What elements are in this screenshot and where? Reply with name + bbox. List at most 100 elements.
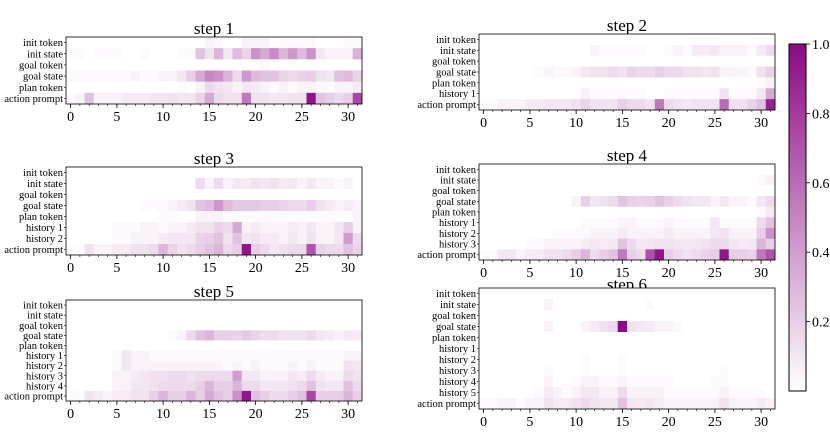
panel-frame (478, 163, 776, 261)
heatmap-cell (149, 167, 159, 179)
heatmap-cell (186, 37, 196, 49)
heatmap-cell (543, 387, 554, 399)
heatmap-cell (488, 398, 498, 410)
heatmap-cell (599, 288, 609, 300)
heatmap-cell (158, 300, 169, 311)
heatmap-cell (177, 320, 187, 331)
heatmap-cell (701, 387, 711, 399)
heatmap-cell (260, 81, 270, 94)
heatmap-cell (571, 299, 582, 311)
heatmap-cell (288, 244, 298, 256)
heatmap-cell (580, 206, 591, 218)
heatmap-cell (75, 178, 85, 190)
heatmap-cell (747, 310, 757, 322)
heatmap-cell (728, 55, 739, 67)
heatmap-cell (738, 228, 748, 239)
heatmap-cell (195, 360, 206, 371)
heatmap-cell (738, 55, 748, 67)
heatmap-cell (627, 288, 637, 300)
heatmap-cell (93, 222, 104, 234)
heatmap-cell (617, 228, 628, 239)
row-label: goal state (23, 72, 63, 83)
heatmap-cell (479, 34, 489, 46)
heatmap-cell (691, 88, 702, 100)
heatmap-cell (288, 70, 298, 82)
heatmap-cell (580, 185, 591, 197)
heatmap-cell (158, 330, 169, 341)
heatmap-cell (121, 167, 132, 179)
heatmap-cell (479, 164, 489, 175)
x-tick-label: 5 (526, 116, 533, 131)
heatmap-cell (334, 350, 344, 361)
x-tick-label: 20 (662, 415, 676, 430)
heatmap-cell (516, 185, 526, 197)
heatmap-cell (130, 300, 141, 311)
heatmap-cell (506, 343, 517, 355)
heatmap-cell (516, 387, 526, 399)
heatmap-cell (506, 206, 517, 218)
heatmap-cell (214, 370, 224, 382)
heatmap-cell (103, 320, 113, 331)
heatmap-cell (112, 48, 122, 60)
heatmap-cell (121, 360, 132, 371)
heatmap-cell (186, 178, 196, 190)
heatmap-cell (525, 249, 535, 261)
heatmap-cell (288, 330, 298, 341)
heatmap-cell (103, 300, 113, 311)
heatmap-cell (691, 99, 702, 111)
heatmap-cell (636, 196, 646, 207)
heatmap-cell (488, 66, 498, 78)
heatmap-cell (167, 92, 178, 105)
heatmap-cell (75, 70, 85, 82)
heatmap-cell (710, 77, 720, 89)
heatmap-cell (728, 310, 739, 322)
heatmap-cell (608, 206, 619, 218)
heatmap-cell (590, 398, 600, 410)
heatmap-cell (701, 376, 711, 388)
heatmap-cell (167, 211, 178, 223)
heatmap-cell (214, 340, 224, 351)
heatmap-cell (534, 34, 545, 46)
heatmap-cell (223, 360, 233, 371)
heatmap-cell (177, 340, 187, 351)
heatmap-cell (710, 164, 720, 175)
heatmap-cell (543, 66, 554, 78)
x-tick-label: 15 (202, 110, 216, 125)
heatmap-cell (710, 34, 720, 46)
heatmap-cell (66, 350, 76, 361)
heatmap-cell (756, 228, 767, 239)
heatmap-cell (599, 365, 609, 377)
heatmap-cell (617, 288, 628, 300)
heatmap-cell (765, 398, 776, 410)
heatmap-cell (617, 55, 628, 67)
heatmap-cell (543, 238, 554, 250)
heatmap-cell (278, 37, 289, 49)
heatmap-cell (654, 354, 665, 366)
heatmap-cell (177, 178, 187, 190)
heatmap-cell (343, 330, 354, 341)
heatmap-cell (580, 398, 591, 410)
heatmap-cell (599, 387, 609, 399)
heatmap-cell (260, 222, 270, 234)
x-tick-label: 0 (67, 407, 74, 422)
heatmap-cell (497, 288, 508, 300)
heatmap-cell (691, 288, 702, 300)
heatmap-cell (223, 370, 233, 382)
heatmap-cell (343, 310, 354, 321)
heatmap-cell (177, 222, 187, 234)
heatmap-cell (325, 92, 335, 105)
heatmap-cell (710, 398, 720, 410)
heatmap-cell (506, 376, 517, 388)
heatmap-cell (664, 321, 674, 333)
heatmap-cell (525, 174, 535, 186)
heatmap-cell (112, 360, 122, 371)
heatmap-cell (562, 238, 572, 250)
heatmap-cell (608, 332, 619, 344)
heatmap-cell (195, 200, 206, 212)
heatmap-cell (325, 222, 335, 234)
heatmap-cell (241, 211, 252, 223)
heatmap-cell (608, 164, 619, 175)
heatmap-cell (553, 55, 563, 67)
heatmap-cell (158, 59, 169, 71)
heatmap-cell (177, 200, 187, 212)
